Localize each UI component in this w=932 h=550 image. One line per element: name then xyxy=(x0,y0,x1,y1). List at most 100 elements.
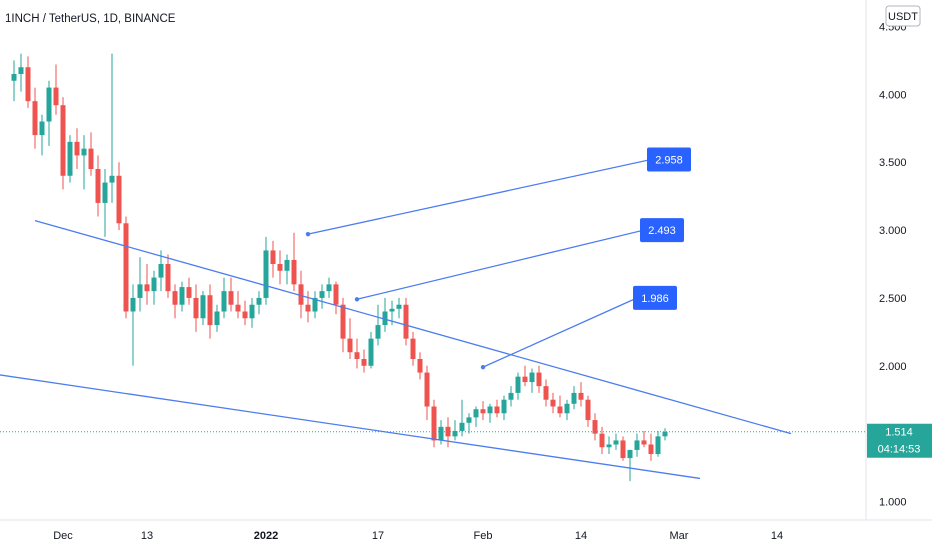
candle-down xyxy=(207,284,213,339)
candle-down xyxy=(599,426,605,454)
candle-up xyxy=(326,277,332,298)
candle-down xyxy=(536,365,542,393)
candle-up xyxy=(130,284,136,366)
target-price-label[interactable]: 2.493 xyxy=(640,218,684,243)
candle-down xyxy=(228,277,234,312)
candle-down xyxy=(186,277,192,305)
candle-up xyxy=(452,420,458,441)
candle-down xyxy=(592,413,598,441)
y-tick-label: 1.000 xyxy=(879,497,907,509)
candle-down xyxy=(578,382,584,407)
trendline-anchor[interactable] xyxy=(480,364,486,370)
candle-up xyxy=(18,53,24,92)
candle-up xyxy=(109,53,115,203)
target-price-value: 1.986 xyxy=(641,293,669,305)
candle-up xyxy=(200,291,206,326)
candle-up xyxy=(221,277,227,319)
trendline-target-line-2[interactable] xyxy=(356,229,645,300)
candle-up xyxy=(11,60,17,102)
candle-down xyxy=(550,392,556,414)
candle-up xyxy=(515,372,521,400)
x-tick-label: Feb xyxy=(474,530,493,542)
x-tick-label: 14 xyxy=(771,530,783,542)
candle-down xyxy=(172,284,178,319)
candle-up xyxy=(319,284,325,309)
candle-down xyxy=(298,270,304,319)
candle-up xyxy=(655,430,661,457)
currency-button[interactable]: USDT xyxy=(885,5,921,27)
candle-down xyxy=(340,297,346,353)
candle-down xyxy=(32,87,38,149)
target-price-label[interactable]: 2.958 xyxy=(647,147,691,172)
candle-down xyxy=(641,430,647,448)
candle-up xyxy=(67,135,73,183)
candle-down xyxy=(193,284,199,332)
candle-up xyxy=(81,135,87,190)
candle-down xyxy=(543,379,549,407)
trendline-lower[interactable] xyxy=(0,356,701,480)
trendline-upper[interactable] xyxy=(34,219,792,435)
candle-up xyxy=(396,297,402,319)
candle-down xyxy=(144,264,150,305)
candle-down xyxy=(277,250,283,285)
candle-down xyxy=(347,318,353,359)
x-tick-label: 13 xyxy=(141,530,153,542)
candle-down xyxy=(522,365,528,387)
candle-down xyxy=(417,352,423,380)
candle-up xyxy=(214,304,220,332)
candle-up xyxy=(501,395,507,421)
candle-down xyxy=(270,240,276,278)
y-tick-label: 4.000 xyxy=(879,89,907,101)
candle-up xyxy=(158,250,164,292)
candle-up xyxy=(151,270,157,305)
candle-up xyxy=(249,297,255,328)
candle-down xyxy=(235,291,241,319)
target-price-label[interactable]: 1.986 xyxy=(633,285,677,310)
candle-down xyxy=(333,281,339,315)
trendline-anchor[interactable] xyxy=(354,297,360,302)
candle-up xyxy=(564,399,570,421)
candle-up xyxy=(466,413,472,434)
candle-up xyxy=(312,291,318,319)
candle-down xyxy=(165,254,171,298)
target-price-value: 2.958 xyxy=(655,155,683,167)
candle-up xyxy=(375,304,381,346)
candle-up xyxy=(627,449,633,482)
candle-down xyxy=(242,300,248,326)
last-price-value: 1.514 xyxy=(885,427,913,439)
candle-down xyxy=(25,56,31,108)
currency-label: USDT xyxy=(888,11,918,23)
candle-up xyxy=(137,257,143,312)
candle-up xyxy=(529,368,535,393)
candle-up xyxy=(39,114,45,156)
candle-up xyxy=(102,169,108,237)
time-axis[interactable]: Dec 13 2022 17 Feb 14 Mar 14 xyxy=(53,530,783,542)
candle-down xyxy=(620,436,626,461)
candle-down xyxy=(431,399,437,448)
x-tick-label: 2022 xyxy=(254,530,278,542)
candle-up xyxy=(473,406,479,427)
trendline-target-line-3[interactable] xyxy=(482,297,638,368)
trendline-target-line-1[interactable] xyxy=(307,158,652,235)
candle-down xyxy=(480,401,486,421)
candle-up xyxy=(662,428,668,441)
candle-up xyxy=(508,386,514,407)
candle-up xyxy=(606,436,612,454)
candle-down xyxy=(60,97,66,190)
candle-down xyxy=(557,395,563,418)
candle-down xyxy=(445,417,451,448)
trendline-anchor[interactable] xyxy=(305,231,311,237)
countdown-value: 04:14:53 xyxy=(878,444,921,456)
candle-down xyxy=(354,338,360,369)
candle-down xyxy=(494,399,500,418)
candle-up xyxy=(634,433,640,457)
y-tick-label: 2.000 xyxy=(879,361,907,373)
candle-down xyxy=(403,297,409,346)
candle-up xyxy=(459,399,465,437)
candle-down xyxy=(585,395,591,427)
candle-down xyxy=(123,216,129,319)
candle-down xyxy=(410,331,416,366)
candle-down xyxy=(291,232,297,292)
x-tick-label: Mar xyxy=(670,530,689,542)
